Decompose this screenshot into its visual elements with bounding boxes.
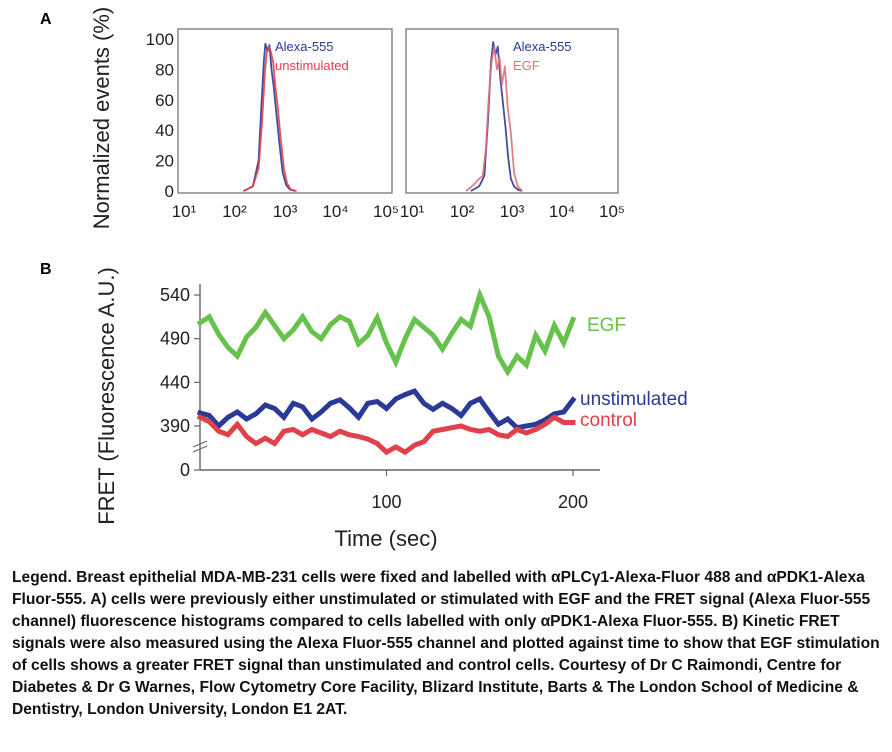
series-egf-line [196,287,577,377]
x-tick-label: 10² [450,202,475,221]
figure-caption: Legend. Breast epithelial MDA-MB-231 cel… [12,569,880,718]
x-tick-label: 200 [558,492,588,512]
x-tick-label: 10⁵ [599,202,625,221]
y-tick-label: 440 [160,372,190,392]
axis-break-mark [192,445,208,453]
plot-frame [177,28,393,194]
y-tick-label: 390 [160,416,190,436]
y-tick-label: 60 [155,91,174,110]
legend-alexa-555: Alexa-555 [513,39,572,54]
series-unstimulated-line [196,388,577,431]
y-tick-label: 100 [146,30,174,49]
fret-kinetics-chart: 0 390 440 490 540 100 200 EGF unstimulatedcontro… [160,284,688,512]
legend-unstimulated: unstimulated [275,58,349,73]
x-tick-label: 10⁴ [322,202,348,221]
y-tick-label: 490 [160,329,190,349]
panel-b-label: B [40,261,52,278]
series-egf-line [465,45,523,192]
panel-b-x-axis-label: Time (sec) [334,526,437,551]
x-tick-label: 10⁴ [549,202,575,221]
legend-alexa-555: Alexa-555 [275,39,334,54]
histogram-right: 10¹ 10² 10³ 10⁴ 10⁵ Alexa-555 EGF [400,28,625,221]
axis-break-mark [192,440,208,448]
y-tick-label: 0 [165,182,174,201]
plot-frame [405,28,619,194]
panel-b-y-axis-label: FRET (Fluorescence A.U.) [94,267,119,525]
figure: A Normalized events (%) 10¹ 10² 10³ 10⁴ 10⁵ 0… [40,7,688,551]
y-tick-label: 40 [155,121,174,140]
x-tick-label: 10³ [500,202,525,221]
panel-a-label: A [40,11,52,28]
y-tick-label: 20 [155,152,174,171]
x-tick-label: 10² [222,202,247,221]
x-tick-label: 10³ [273,202,298,221]
legend-unstimulated: unstimulated [580,389,688,410]
y-tick-label: 0 [180,460,190,480]
y-tick-label: 80 [155,60,174,79]
x-tick-label: 100 [371,492,401,512]
legend-egf: EGF [587,315,626,336]
series-alexa-555-line [243,42,296,192]
legend-control: control [580,410,637,431]
histogram-left: 10¹ 10² 10³ 10⁴ 10⁵ 0 20 40 60 80 100 Alexa-555 unst… [146,28,399,221]
x-tick-label: 10¹ [400,202,425,221]
x-tick-label: 10¹ [172,202,197,221]
series-unstimulated-line [243,45,297,192]
legend-egf: EGF [513,58,540,73]
series-control-line [196,413,576,456]
panel-a-y-axis-label: Normalized events (%) [89,7,114,230]
y-tick-label: 540 [160,285,190,305]
x-tick-label: 10⁵ [373,202,399,221]
